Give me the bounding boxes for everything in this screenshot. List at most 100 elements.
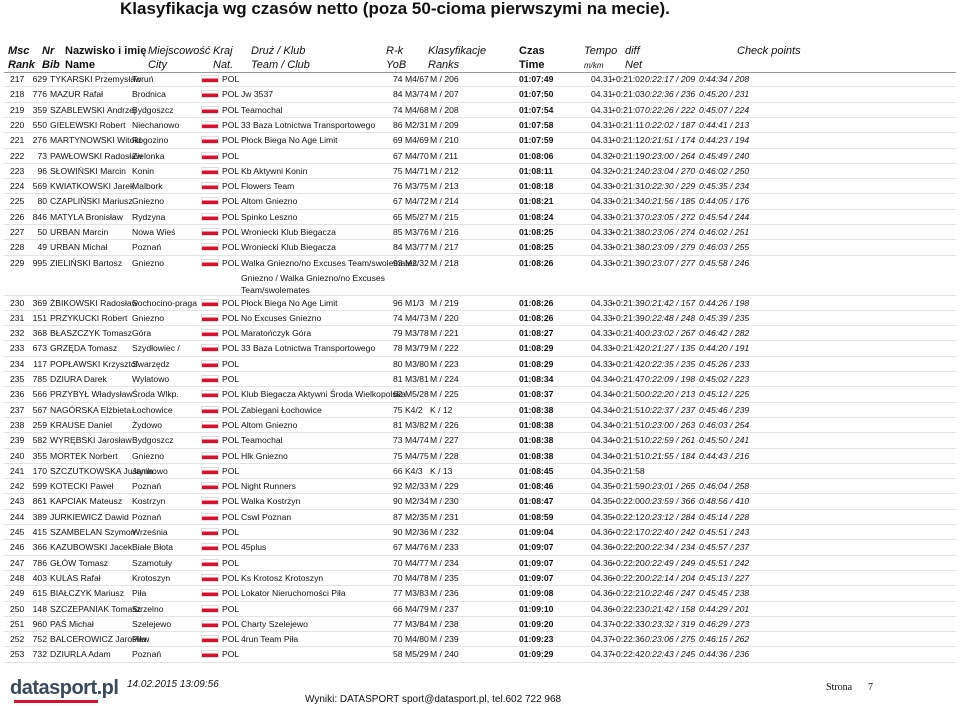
cell-nat: POL (222, 312, 240, 323)
cell-time: 01:08:29 (519, 358, 554, 369)
cell-ranks: M / 236 (430, 588, 459, 599)
cell-tempo: 04.33 (591, 312, 613, 323)
cell-bib: 369 (32, 297, 47, 308)
cell-name: ZIELIŃSKI Bartosz (50, 257, 123, 268)
cell-rank: 252 (10, 634, 25, 645)
column-header: R-k (386, 45, 404, 57)
cell-name: URBAN Marcin (50, 227, 109, 237)
contact: Wyniki: DATASPORT sport@datasport.pl, te… (305, 694, 562, 705)
cell-cat: 79 M3/78 (393, 328, 429, 339)
cell-check: 0:45:07 / 224 (699, 104, 750, 115)
row-rule (4, 493, 956, 495)
cell-net: 0:22:17 / 209 (645, 74, 696, 84)
cell-ranks: M / 238 (430, 618, 459, 629)
cell-ranks: M / 237 (430, 603, 459, 614)
cell-diff: +0:21:39 (611, 257, 645, 268)
cell-nat: POL (222, 435, 240, 446)
row-rule (4, 193, 956, 195)
flag (201, 451, 219, 460)
cell-tempo: 04.31 (591, 104, 613, 115)
cell-name: BŁASZCZYK Tomasz (50, 328, 132, 339)
cell-ranks: M / 216 (430, 227, 459, 237)
cell-rank: 226 (10, 211, 25, 222)
cell-team: Walka Kostrzyn (241, 496, 301, 507)
cell-rank: 232 (10, 328, 25, 339)
cell-cat: 90 M2/36 (393, 527, 429, 537)
cell-net: 0:22:30 / 229 (645, 181, 696, 192)
cell-nat: POL (222, 572, 240, 583)
flag (201, 359, 219, 368)
cell-net: 0:23:06 / 275 (645, 634, 696, 645)
cell-team: Płock Biega No Age Limit (241, 297, 338, 308)
cell-tempo: 04.36 (591, 572, 613, 583)
flag (201, 497, 219, 506)
cell-diff: +0:21:39 (611, 297, 645, 308)
cell-name: WYRĘBSKI Jarosław (50, 435, 132, 446)
flag (201, 329, 219, 338)
flag (201, 243, 219, 252)
cell-extra: Team/swolemates (241, 284, 310, 295)
cell-city: Niechanowo (132, 119, 180, 130)
cell-city: Wylatowo (132, 374, 170, 384)
cell-bib: 170 (32, 465, 47, 476)
cell-diff: +0:21:03 (611, 89, 645, 100)
cell-cat: 67 M4/72 (393, 196, 429, 207)
cell-check: 0:45:02 / 223 (699, 374, 750, 384)
row-rule (4, 569, 956, 571)
cell-bib: 276 (32, 135, 47, 146)
cell-diff: +0:21:34 (611, 196, 645, 207)
cell-net: 0:21:56 / 185 (645, 196, 696, 207)
cell-tempo: 04.34 (591, 404, 613, 415)
cell-rank: 244 (10, 511, 25, 522)
row-rule (4, 239, 956, 241)
cell-tempo: 04.35 (591, 481, 613, 492)
cell-nat: POL (222, 389, 240, 400)
cell-ranks: K / 13 (430, 465, 453, 476)
cell-cat: 70 M4/80 (393, 634, 429, 645)
cell-bib: 786 (32, 557, 47, 568)
cell-check: 0:44:43 / 216 (699, 450, 750, 461)
flag (201, 512, 219, 521)
cell-name: NAGÓRSKA Elżbieta (50, 404, 132, 415)
cell-time: 01:08:38 (519, 450, 554, 461)
cell-cat: 86 M2/31 (393, 119, 429, 130)
cell-bib: 49 (37, 242, 47, 253)
cell-ranks: M / 240 (430, 649, 459, 660)
cell-time: 01:08:29 (519, 343, 554, 354)
cell-bib: 259 (32, 419, 47, 430)
cell-team: Kb Aktywni Konin (241, 165, 308, 176)
flag (201, 75, 219, 83)
logo-underline (14, 700, 98, 703)
cell-team: Charty Szelejewo (241, 618, 308, 629)
cell-bib: 366 (32, 542, 47, 553)
cell-net: 0:22:59 / 261 (645, 435, 696, 446)
cell-tempo: 04.33 (591, 358, 613, 369)
cell-bib: 732 (32, 649, 47, 660)
cell-diff: +0:22:20 (611, 557, 645, 568)
row-rule (4, 615, 956, 617)
flag (201, 90, 219, 99)
column-header: Net (625, 59, 643, 71)
cell-ranks: M / 235 (430, 572, 459, 583)
cell-diff: +0:22:36 (611, 634, 645, 645)
cell-cat: 78 M3/79 (393, 343, 429, 354)
cell-ranks: M / 227 (430, 435, 459, 446)
cell-team: Wroniecki Klub Biegacza (241, 242, 336, 253)
cell-ranks: M / 212 (430, 165, 459, 176)
cell-city: Poznań (132, 242, 162, 253)
cell-time: 01:09:29 (519, 649, 554, 660)
cell-tempo: 04.36 (591, 603, 613, 614)
cell-rank: 237 (10, 404, 25, 415)
cell-team: Płock Biega No Age Limit (241, 135, 338, 146)
cell-bib: 73 (37, 150, 47, 161)
cell-bib: 776 (32, 89, 47, 100)
row-rule (4, 646, 956, 648)
cell-tempo: 04.33 (591, 257, 613, 268)
cell-ranks: M / 206 (430, 74, 459, 84)
cell-nat: POL (222, 150, 240, 161)
cell-rank: 253 (10, 649, 25, 660)
cell-bib: 861 (32, 496, 47, 507)
cell-city: Białe Błota (132, 542, 174, 553)
cell-cat: 77 M3/83 (393, 588, 429, 599)
cell-cat: 69 M4/69 (393, 135, 429, 146)
